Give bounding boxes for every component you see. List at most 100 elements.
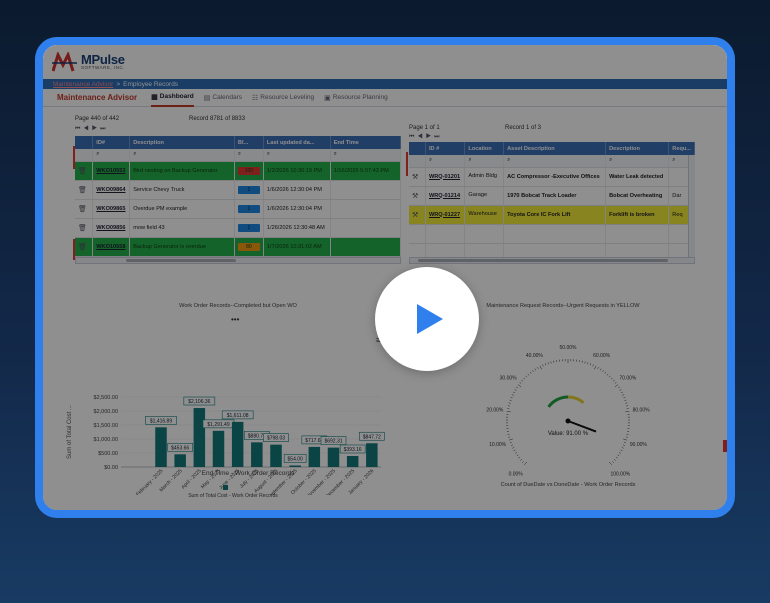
col-description[interactable]: Description bbox=[605, 142, 670, 155]
bar[interactable] bbox=[289, 465, 301, 467]
request-link[interactable]: WRQ-01214 bbox=[428, 192, 461, 199]
gauge-value-label: Value: 91.00 % bbox=[548, 431, 589, 437]
work-order-link[interactable]: WKO09864 bbox=[96, 186, 126, 193]
col-end-time[interactable]: End Time bbox=[330, 136, 402, 149]
bar[interactable] bbox=[155, 427, 167, 467]
left-horizontal-scrollbar[interactable] bbox=[75, 257, 401, 264]
filter-bl[interactable]: ⌕ bbox=[234, 149, 264, 162]
filter-description[interactable]: ⌕ bbox=[129, 149, 235, 162]
col-requ[interactable]: Requ... bbox=[668, 142, 695, 155]
filter-description[interactable]: ⌕ bbox=[605, 155, 670, 168]
col-location[interactable]: Location bbox=[464, 142, 505, 155]
right-vertical-scrollbar[interactable] bbox=[688, 155, 695, 257]
table-row[interactable]: ⚒ WRQ-01201 Admin Bldg AC Compressor -Execu… bbox=[409, 167, 695, 187]
scroll-thumb[interactable] bbox=[418, 259, 668, 262]
bar[interactable] bbox=[212, 430, 225, 467]
calendar-icon: ▤ bbox=[203, 94, 211, 102]
trash-icon[interactable]: 🗑 bbox=[78, 243, 87, 251]
row-actions[interactable]: 🗑 bbox=[75, 161, 94, 181]
scroll-thumb[interactable] bbox=[126, 259, 236, 262]
cell-id[interactable]: WKO10553 bbox=[92, 161, 131, 181]
cell-id[interactable]: WRQ-01201 bbox=[425, 167, 466, 187]
row-actions[interactable]: 🗑 bbox=[75, 237, 94, 257]
work-order-link[interactable]: WKO09865 bbox=[96, 205, 126, 212]
tab-dashboard[interactable]: ▦ Dashboard bbox=[151, 89, 194, 107]
bar[interactable] bbox=[366, 443, 378, 467]
gauge-tick bbox=[547, 362, 549, 365]
bar[interactable] bbox=[231, 421, 244, 467]
data-label: $453.66 bbox=[171, 445, 189, 451]
gauge-tick bbox=[617, 454, 620, 457]
tab-calendars[interactable]: ▤ Calendars bbox=[204, 90, 242, 106]
work-order-link[interactable]: WKO09856 bbox=[96, 224, 126, 231]
trash-icon[interactable]: 🗑 bbox=[78, 224, 87, 232]
gauge-tick bbox=[602, 370, 604, 373]
trash-icon[interactable]: 🗑 bbox=[78, 186, 87, 194]
cell-id[interactable]: WKO09864 bbox=[92, 180, 131, 200]
bar[interactable] bbox=[327, 447, 340, 467]
filter-location[interactable]: ⌕ bbox=[464, 155, 505, 168]
left-pager-arrows-icon[interactable]: ⏮◀▶⏭ bbox=[75, 126, 109, 132]
filter-id[interactable]: ⌕ bbox=[425, 155, 466, 168]
col-asset-description[interactable]: Asset Description bbox=[503, 142, 607, 155]
cell-id[interactable]: WKO09865 bbox=[92, 199, 131, 219]
col-description[interactable]: Description bbox=[129, 136, 235, 149]
table-row[interactable]: 🗑 WKO10558 Backup Generator is overdue 80 1/… bbox=[75, 237, 402, 257]
row-actions[interactable]: 🗑 bbox=[75, 180, 94, 200]
bar[interactable] bbox=[193, 408, 206, 467]
tab-resource-leveling[interactable]: ☷ Resource Leveling bbox=[252, 90, 314, 106]
video-frame: MPulse SOFTWARE, INC. Maintenance Adviso… bbox=[35, 37, 735, 518]
play-button[interactable] bbox=[375, 267, 479, 371]
col-id[interactable]: ID # bbox=[425, 142, 466, 155]
side-panel-tab[interactable] bbox=[723, 440, 727, 452]
request-link[interactable]: WRQ-01227 bbox=[428, 211, 461, 218]
breadcrumb-link[interactable]: Maintenance Advisor bbox=[53, 80, 114, 88]
filter-id[interactable]: ⌕ bbox=[92, 149, 131, 162]
wrench-icon[interactable]: ⚒ bbox=[412, 211, 419, 219]
bar[interactable] bbox=[346, 455, 359, 467]
empty-row bbox=[409, 224, 695, 244]
table-row[interactable]: 🗑 WKO09856 mow field 43 1 1/26/2026 12:30:48… bbox=[75, 218, 402, 238]
bar[interactable] bbox=[174, 454, 186, 467]
wrench-icon[interactable]: ⚒ bbox=[412, 173, 419, 181]
data-label: $880.73 bbox=[248, 433, 266, 439]
table-row[interactable]: 🗑 WKO09865 Overdue PM example 1 1/6/2026 12:… bbox=[75, 199, 402, 219]
cell-last-updated: 1/6/2026 12:30:04 PM bbox=[263, 199, 331, 219]
filter-end-time[interactable]: ⌕ bbox=[330, 149, 402, 162]
cell-id[interactable]: WRQ-01214 bbox=[425, 186, 466, 206]
row-actions[interactable]: ⚒ bbox=[409, 186, 426, 206]
col-id[interactable]: ID# bbox=[92, 136, 131, 149]
table-row[interactable]: ⚒ WRQ-01227 Warehouse Toyota Core IC Fork L… bbox=[409, 205, 695, 225]
row-actions[interactable]: 🗑 bbox=[75, 199, 94, 219]
cell-id[interactable]: WRQ-01227 bbox=[425, 205, 466, 225]
col-last-updated[interactable]: Last updated da... bbox=[263, 136, 331, 149]
data-label-box bbox=[263, 433, 289, 442]
table-row[interactable]: 🗑 WKO09864 Service Chevy Truck 1 1/6/2026 12… bbox=[75, 180, 402, 200]
gauge-tick bbox=[614, 384, 619, 388]
more-options-icon[interactable]: ••• bbox=[231, 315, 240, 324]
data-label-box bbox=[221, 410, 254, 420]
work-order-link[interactable]: WKO10558 bbox=[96, 243, 126, 250]
request-link[interactable]: WRQ-01201 bbox=[428, 173, 461, 180]
row-actions[interactable]: ⚒ bbox=[409, 167, 426, 187]
right-horizontal-scrollbar[interactable] bbox=[409, 257, 695, 264]
trash-icon[interactable]: 🗑 bbox=[78, 167, 87, 175]
col-bl[interactable]: Bl... bbox=[234, 136, 264, 149]
tab-resource-planning[interactable]: ▣ Resource Planning bbox=[324, 90, 388, 106]
trash-icon[interactable]: 🗑 bbox=[78, 205, 87, 213]
filter-asset[interactable]: ⌕ bbox=[503, 155, 607, 168]
cell-id[interactable]: WKO10558 bbox=[92, 237, 131, 257]
cell-id[interactable]: WKO09856 bbox=[92, 218, 131, 238]
table-row[interactable]: 🗑 WKO10553 Bird nesting on Backup Generato… bbox=[75, 161, 402, 181]
work-order-link[interactable]: WKO10553 bbox=[96, 167, 126, 174]
bar[interactable] bbox=[270, 444, 282, 467]
right-pager-arrows-icon[interactable]: ⏮◀▶⏭ bbox=[409, 134, 443, 140]
row-actions[interactable]: 🗑 bbox=[75, 218, 94, 238]
filter-last-updated[interactable]: ⌕ bbox=[263, 149, 331, 162]
table-row[interactable]: ⚒ WRQ-01214 Garage 1970 Bobcat Track Loader… bbox=[409, 186, 695, 206]
bar[interactable] bbox=[308, 446, 321, 467]
bar[interactable] bbox=[251, 442, 263, 467]
row-actions[interactable]: ⚒ bbox=[409, 205, 426, 225]
cell-bl: 100 bbox=[234, 161, 264, 181]
wrench-icon[interactable]: ⚒ bbox=[412, 192, 419, 200]
